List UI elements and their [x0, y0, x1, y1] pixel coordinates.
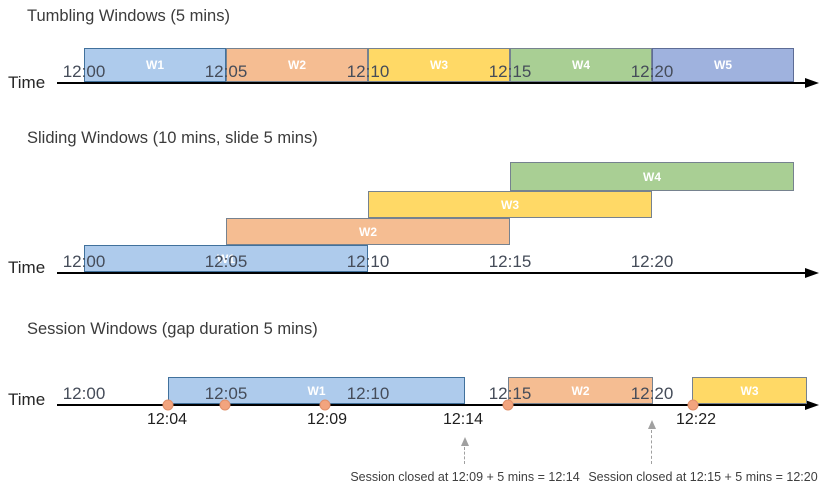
tumbling-window-w2: W2 — [226, 48, 368, 82]
window-label: W1 — [146, 58, 164, 72]
tick-12-05: 12:05 — [204, 62, 248, 81]
event-dot-12-15 — [502, 399, 514, 411]
event-label-12-14: 12:14 — [442, 411, 484, 428]
window-label: W3 — [501, 197, 519, 212]
session-close-arrow-stem — [464, 447, 466, 464]
sliding-section-title: Sliding Windows (10 mins, slide 5 mins) — [27, 129, 318, 147]
sliding-time-axis-label: Time — [8, 258, 46, 277]
session-window-w1: W1 — [168, 377, 465, 404]
session-time-axis-line — [57, 404, 807, 407]
session-close-arrow-icon — [648, 420, 656, 429]
tick-12-15: 12:15 — [488, 62, 532, 81]
tumbling-axis-arrow-icon — [805, 77, 819, 88]
tick-12-00: 12:00 — [62, 252, 106, 271]
session-axis-arrow-icon — [805, 399, 819, 410]
session-close-annotation-2: Session closed at 12:15 + 5 mins = 12:20 — [588, 470, 818, 484]
event-dot-12-06 — [219, 399, 231, 411]
event-label-12-09: 12:09 — [306, 411, 348, 428]
window-label: W4 — [572, 58, 590, 72]
window-label: W1 — [307, 383, 326, 398]
tick-12-00: 12:00 — [62, 62, 106, 81]
event-dot-12-04 — [162, 399, 174, 411]
window-label: W1 — [217, 251, 235, 266]
window-label: W2 — [571, 383, 590, 398]
tumbling-section-title: Tumbling Windows (5 mins) — [27, 7, 230, 25]
sliding-time-axis-line — [57, 272, 807, 275]
tumbling-time-axis-line — [57, 82, 807, 85]
sliding-axis-arrow-icon — [805, 267, 819, 278]
session-close-arrow-icon — [461, 437, 469, 446]
tumbling-window-w3: W3 — [368, 48, 510, 82]
tick-12-10: 12:10 — [346, 384, 390, 403]
tick-12-15: 12:15 — [488, 252, 532, 271]
session-close-annotation-1: Session closed at 12:09 + 5 mins = 12:14 — [350, 470, 580, 484]
tick-12-10: 12:10 — [346, 252, 390, 271]
tick-12-20: 12:20 — [630, 384, 674, 403]
session-close-arrow-stem — [651, 430, 653, 464]
session-window-w2: W2 — [508, 377, 653, 404]
sliding-window-w2: W2 — [226, 218, 510, 245]
window-label: W5 — [714, 58, 732, 72]
window-label: W2 — [288, 58, 306, 72]
tick-12-05: 12:05 — [204, 384, 248, 403]
event-dot-12-21 — [687, 399, 699, 411]
window-label: W2 — [359, 224, 377, 239]
window-label: W3 — [430, 58, 448, 72]
sliding-window-w4: W4 — [510, 162, 794, 191]
event-label-12-04: 12:04 — [146, 411, 188, 428]
tick-12-10: 12:10 — [346, 62, 390, 81]
sliding-window-w3: W3 — [368, 191, 652, 218]
tick-12-00: 12:00 — [62, 384, 106, 403]
window-label: W4 — [643, 169, 661, 184]
session-section-title: Session Windows (gap duration 5 mins) — [27, 320, 318, 338]
tumbling-window-w4: W4 — [510, 48, 652, 82]
event-label-12-22: 12:22 — [675, 411, 717, 428]
tumbling-time-axis-label: Time — [8, 73, 46, 92]
session-window-w3: W3 — [692, 377, 807, 404]
tick-12-20: 12:20 — [630, 62, 674, 81]
tumbling-window-w5: W5 — [652, 48, 794, 82]
tick-12-15: 12:15 — [488, 384, 532, 403]
event-dot-12-09 — [319, 399, 331, 411]
sliding-window-w1: W1 — [84, 245, 368, 272]
session-time-axis-label: Time — [8, 390, 46, 409]
tumbling-window-w1: W1 — [84, 48, 226, 82]
tick-12-20: 12:20 — [630, 252, 674, 271]
tick-12-05: 12:05 — [204, 252, 248, 271]
window-label: W3 — [740, 383, 759, 398]
